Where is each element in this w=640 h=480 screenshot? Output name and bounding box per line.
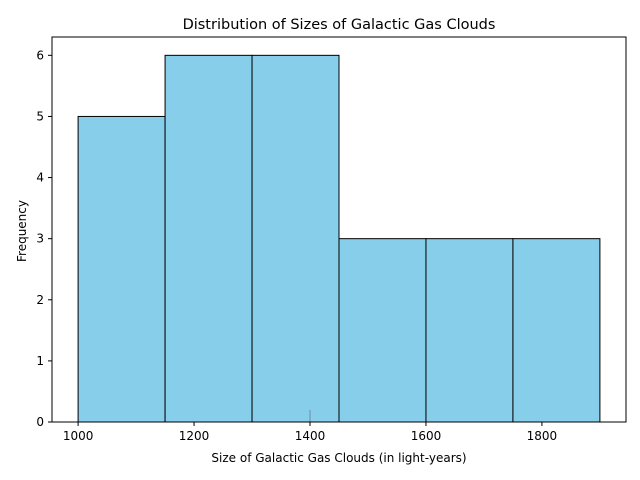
y-tick-label-3: 3 [36, 232, 44, 246]
histogram-bar-2 [251, 54, 340, 423]
y-tick-label-2: 2 [36, 293, 44, 307]
x-tick-label-3: 1600 [411, 429, 442, 443]
histogram-bar-5 [512, 238, 601, 423]
x-ticks: 1000 1200 1400 1600 1800 [63, 422, 557, 443]
y-ticks: 0 1 2 3 4 5 6 [36, 48, 52, 429]
chart-title: Distribution of Sizes of Galactic Gas Cl… [183, 17, 496, 33]
x-tick-label-2: 1400 [295, 429, 326, 443]
axes-layer [51, 36, 627, 423]
y-tick-label-0: 0 [36, 415, 44, 429]
bars-layer [77, 54, 601, 423]
x-tick-label-0: 1000 [63, 429, 94, 443]
histogram-bar-4 [425, 238, 514, 423]
histogram-bar-0 [77, 115, 166, 423]
plot-frame [51, 36, 627, 423]
histogram-bar-3 [338, 238, 427, 423]
x-tick-label-4: 1800 [527, 429, 558, 443]
y-axis-label: Frequency [15, 200, 29, 262]
y-tick-label-5: 5 [36, 109, 44, 123]
y-tick-label-6: 6 [36, 48, 44, 62]
x-tick-label-1: 1200 [179, 429, 210, 443]
y-tick-label-1: 1 [36, 354, 44, 368]
x-axis-label: Size of Galactic Gas Clouds (in light-ye… [211, 451, 466, 465]
histogram-bar-1 [164, 54, 253, 423]
y-tick-label-4: 4 [36, 171, 44, 185]
